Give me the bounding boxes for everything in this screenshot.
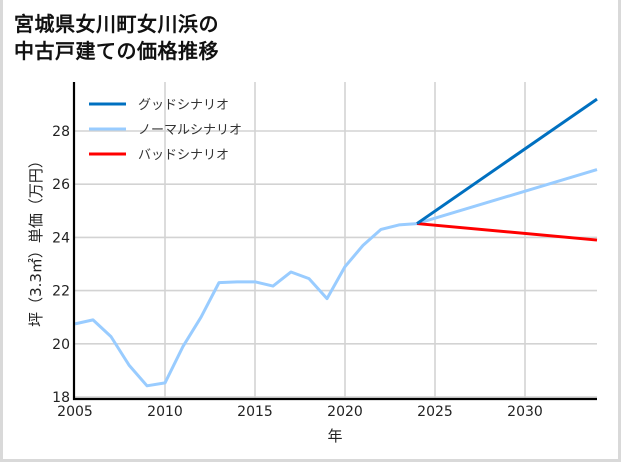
- series-line: [416, 97, 598, 225]
- tick-labels: 2005 2010 2015 2020 2025 2030 18 20 22 24 26 28: [52, 124, 543, 420]
- chart-title-line1: 宮城県女川町女川浜の: [14, 12, 219, 36]
- y-tick-label: 22: [52, 284, 70, 300]
- grid-lines: [75, 82, 597, 399]
- x-tick-label: 2010: [147, 404, 183, 420]
- axes: [72, 82, 597, 401]
- x-tick-label: 2020: [327, 404, 363, 420]
- x-tick-label: 2030: [507, 404, 543, 420]
- legend-label: ノーマルシナリオ: [138, 123, 242, 138]
- chart-title-line2: 中古戸建ての価格推移: [14, 39, 219, 63]
- chart-title: 宮城県女川町女川浜の 中古戸建ての価格推移: [14, 11, 219, 65]
- y-tick-label: 18: [52, 390, 70, 406]
- data-series: [74, 97, 598, 388]
- series-line: [74, 222, 418, 388]
- y-tick-label: 20: [52, 337, 70, 353]
- series-line: [416, 222, 598, 242]
- legend-label: グッドシナリオ: [138, 98, 229, 113]
- x-tick-label: 2015: [237, 404, 273, 420]
- x-axis-label: 年: [327, 427, 342, 445]
- x-tick-label: 2005: [57, 404, 93, 420]
- y-axis-label: 坪（3.3㎡）単価（万円）: [27, 153, 45, 327]
- x-tick-label: 2025: [417, 404, 453, 420]
- y-tick-label: 28: [52, 124, 70, 140]
- legend-label: バッドシナリオ: [138, 148, 229, 163]
- y-tick-label: 24: [52, 230, 70, 246]
- series-line: [416, 168, 598, 226]
- y-tick-label: 26: [52, 177, 70, 193]
